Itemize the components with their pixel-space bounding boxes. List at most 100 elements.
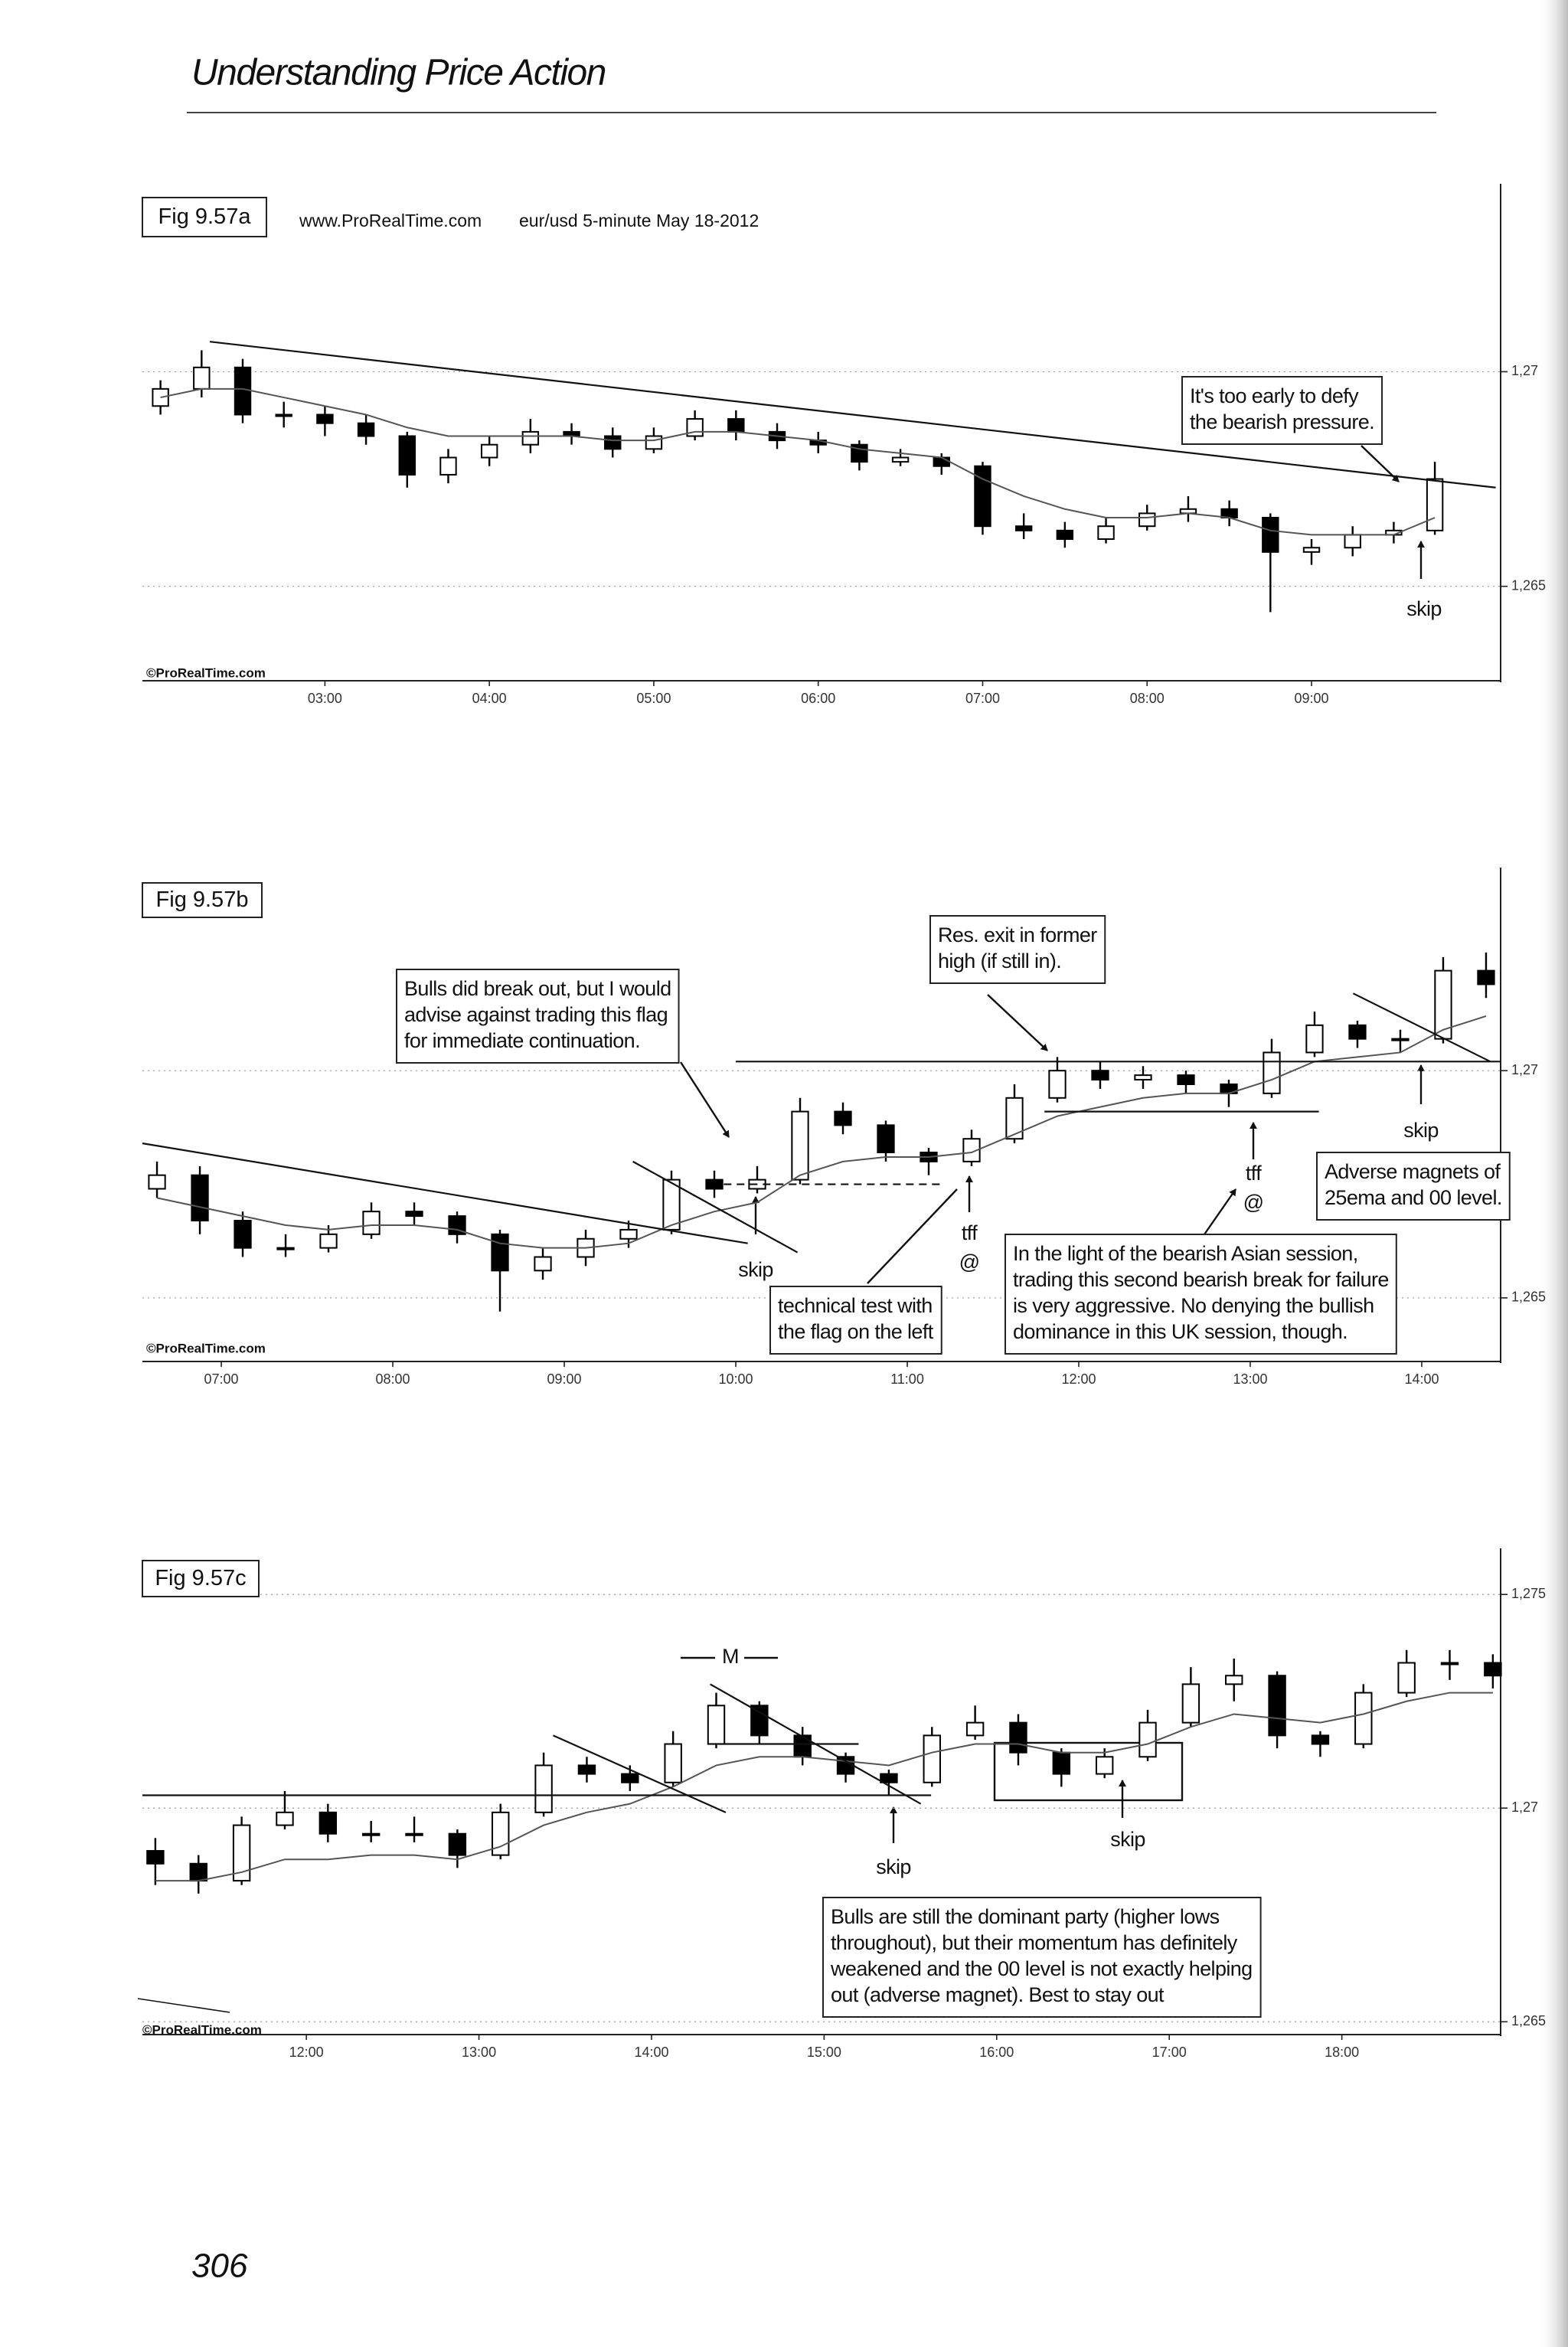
annotation: Bulls are still the dominant party (high…: [822, 1897, 1262, 2018]
candle-body: [1305, 1024, 1324, 1054]
candle-body: [234, 366, 252, 416]
candle-body: [234, 1220, 252, 1249]
candle-body: [398, 435, 416, 476]
candle-body: [577, 1764, 596, 1775]
candle-body: [1177, 1074, 1195, 1085]
annotation: Bulls did break out, but I would advise a…: [396, 969, 680, 1064]
annotation-text: out (adverse magnet). Best to stay out: [831, 1983, 1165, 2006]
annotation-text: technical test with: [778, 1294, 933, 1317]
annotation: skip: [1110, 1828, 1145, 1851]
candle-body: [1048, 1070, 1067, 1099]
x-tick-label: 13:00: [462, 2045, 496, 2060]
trend-line: [1352, 992, 1491, 1063]
candle-body: [877, 1124, 895, 1154]
trend-line: [142, 1142, 748, 1244]
candle-body: [1302, 547, 1321, 553]
candle-body: [604, 435, 622, 450]
candle-body: [1181, 1683, 1200, 1724]
annotation-text: skip: [1406, 597, 1442, 620]
candle-body: [619, 1228, 638, 1240]
y-tick-label: 1,27: [1511, 1799, 1538, 1815]
candle-body: [318, 1811, 338, 1835]
figure-label-box: [142, 882, 263, 918]
candle-body: [275, 414, 292, 417]
annotation-text: tff: [1246, 1162, 1262, 1185]
chart: 1,27 1,265 07:00 08:00 09:00 10:00 11:00 12:00 1…: [142, 868, 1546, 1387]
page-edge-shadow: [1537, 0, 1568, 2347]
candle-body: [232, 1824, 251, 1882]
annotation-text: trading this second bearish break for fa…: [1013, 1268, 1389, 1291]
annotation-box: [929, 915, 1106, 984]
annotation: skip: [738, 1258, 773, 1281]
annotation: M: [722, 1645, 740, 1668]
candle-body: [448, 1832, 467, 1856]
candle-body: [791, 1110, 809, 1181]
arrow: [1204, 1188, 1236, 1235]
candle-body: [1052, 1751, 1071, 1775]
candle-body: [189, 1862, 207, 1882]
annotation-text: Bulls are still the dominant party (high…: [831, 1905, 1220, 1928]
candle-body: [1348, 1024, 1367, 1040]
y-tick-label: 1,27: [1511, 363, 1538, 378]
page-number: 306: [191, 2247, 248, 2285]
candle-body: [880, 1773, 898, 1783]
candle-body: [480, 443, 498, 459]
candle-body: [1440, 1662, 1459, 1665]
x-tick-label: 06:00: [801, 691, 835, 706]
candle-body: [750, 1705, 769, 1737]
annotation: tff @: [959, 1221, 980, 1273]
x-tick-label: 13:00: [1233, 1371, 1267, 1387]
annotation-box: [396, 969, 680, 1064]
watermark: ©ProRealTime.com: [146, 1341, 266, 1355]
annotation-text: the flag on the left: [778, 1320, 934, 1343]
y-tick-label: 1,27: [1511, 1062, 1538, 1077]
candle-body: [491, 1233, 509, 1272]
candle-body: [645, 435, 663, 450]
candle-body: [1354, 1692, 1373, 1745]
x-tick-label: 07:00: [965, 691, 1000, 706]
x-tick-label: 10:00: [718, 1371, 753, 1387]
candle-body: [1014, 525, 1033, 531]
arrow: [987, 994, 1048, 1051]
trend-line: [553, 1734, 727, 1813]
x-tick-label: 18:00: [1325, 2045, 1359, 2060]
x-tick-label: 12:00: [289, 2045, 324, 2060]
trend-line: [209, 341, 1496, 489]
figure-label-box: [142, 1560, 260, 1597]
candle-body: [191, 1174, 209, 1222]
annotation-text: Bulls did break out, but I would: [404, 977, 671, 1000]
candle-body: [361, 1832, 381, 1836]
x-tick-label: 14:00: [634, 2045, 668, 2060]
annotation: It's too early to defy the bearish pressu…: [1181, 376, 1383, 445]
candle-body: [891, 456, 910, 463]
candle-body: [1426, 478, 1444, 531]
candle-body: [1091, 1070, 1109, 1081]
candle-body: [923, 1734, 941, 1783]
candle-body: [146, 1850, 165, 1865]
x-tick-label: 09:00: [1294, 691, 1328, 706]
annotation-text: tff: [962, 1221, 978, 1244]
watermark: ©ProRealTime.com: [142, 2022, 262, 2037]
annotation-text: for immediate continuation.: [404, 1029, 640, 1052]
candle-body: [276, 1247, 295, 1250]
candle-body: [148, 1174, 166, 1190]
chart: 1,27 1,265 03:00 04:00 05:00 06:00 07:00 08:00 0…: [142, 184, 1546, 706]
annotation: In the light of the bearish Asian sessio…: [1004, 1234, 1397, 1355]
annotation: technical test with the flag on the left: [769, 1286, 942, 1355]
candle-body: [1311, 1734, 1330, 1745]
candle-body: [705, 1178, 724, 1190]
annotation-box: [769, 1286, 942, 1355]
candle-body: [1138, 1721, 1157, 1758]
chart: 1,275 1,27 1,265 12:00 13:00 14:00 15:00 16:00 1…: [142, 1548, 1546, 2060]
candle-body: [621, 1773, 639, 1783]
arrows: [137, 445, 1425, 2013]
candle-body: [405, 1832, 423, 1836]
candle-body: [1484, 1662, 1502, 1677]
candle-body: [1391, 1038, 1410, 1041]
annotation-text: is very aggressive. No denying the bulli…: [1013, 1294, 1374, 1317]
annotation-text: @: [959, 1250, 980, 1273]
ema-line: [156, 1015, 1487, 1249]
candle-body: [965, 1721, 985, 1737]
annotation-text: In the light of the bearish Asian sessio…: [1013, 1242, 1358, 1265]
